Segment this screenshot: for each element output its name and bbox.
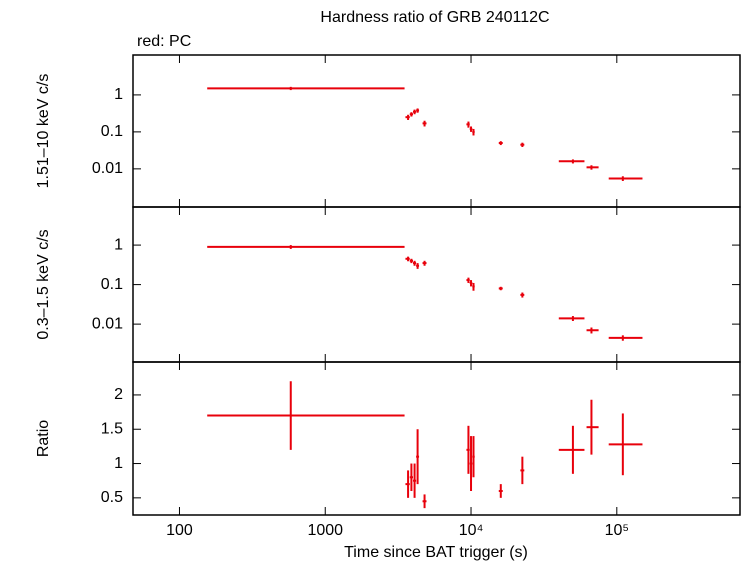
x-axis-label: Time since BAT trigger (s) — [344, 544, 528, 561]
y-axis-label: 0.3–1.5 keV c/s — [35, 229, 52, 339]
x-tick-label: 10⁴ — [459, 522, 484, 539]
x-tick-label: 10⁵ — [605, 522, 629, 539]
y-tick-label: 0.01 — [92, 160, 123, 177]
y-tick-label: 0.1 — [101, 276, 123, 293]
x-tick-label: 1000 — [307, 522, 343, 539]
panel-frame — [132, 361, 741, 516]
y-tick-label: 2 — [114, 386, 123, 403]
y-tick-label: 1 — [114, 86, 123, 103]
y-tick-label: 1 — [114, 455, 123, 472]
chart-title: Hardness ratio of GRB 240112C — [320, 9, 549, 26]
y-tick-label: 0.01 — [92, 315, 123, 332]
y-axis-label: Ratio — [35, 420, 52, 457]
y-tick-label: 0.1 — [101, 123, 123, 140]
x-tick-label: 100 — [166, 522, 193, 539]
y-tick-label: 0.5 — [101, 489, 123, 506]
subtitle: red: PC — [137, 33, 191, 50]
panel-frame — [132, 206, 741, 363]
y-axis-label: 1.51–10 keV c/s — [35, 74, 52, 189]
panel-frame — [132, 54, 741, 208]
y-tick-label: 1 — [114, 236, 123, 253]
y-tick-label: 1.5 — [101, 420, 123, 437]
